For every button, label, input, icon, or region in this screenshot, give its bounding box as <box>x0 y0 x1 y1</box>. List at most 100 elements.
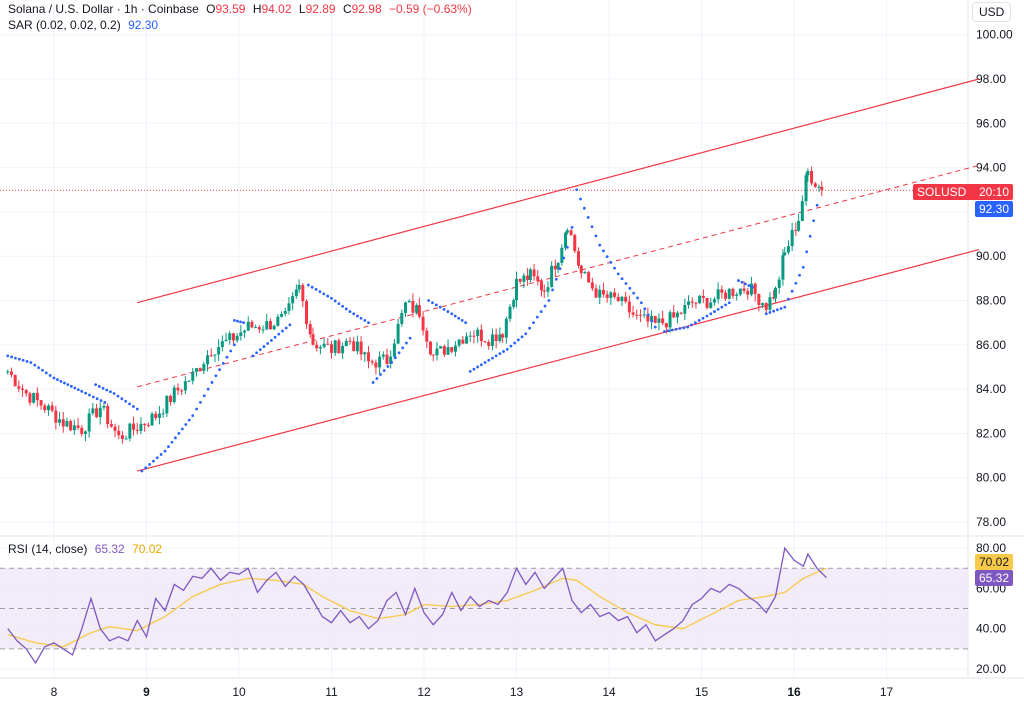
candle-body <box>308 324 312 335</box>
sar-dot <box>91 395 95 399</box>
candle-body <box>146 424 150 426</box>
candle <box>576 247 580 269</box>
sar-dot <box>535 315 539 319</box>
candle-body <box>280 313 284 317</box>
sar-dot <box>487 358 491 362</box>
sar-dot <box>218 368 221 372</box>
candle-body <box>180 390 184 392</box>
symbol-title[interactable]: Solana / U.S. Dollar · 1h · Coinbase <box>8 2 199 16</box>
candle <box>539 278 543 297</box>
candle <box>804 172 808 206</box>
sar-dot <box>281 329 284 333</box>
sar-dot <box>737 279 740 282</box>
candle <box>417 297 421 319</box>
candle <box>800 195 804 222</box>
candle <box>616 293 620 302</box>
candle-body <box>187 380 191 382</box>
candle-body <box>276 316 280 326</box>
sar-dot <box>206 387 210 391</box>
candle <box>601 282 605 298</box>
high-value: 94.02 <box>261 2 292 16</box>
sar-dot <box>539 310 543 313</box>
candle-body <box>217 347 221 355</box>
candle-body <box>124 438 128 440</box>
candle-body <box>265 321 269 330</box>
candle <box>396 318 400 345</box>
candle-body <box>439 346 443 349</box>
candle-body <box>355 341 359 352</box>
candle-body <box>13 374 17 387</box>
candle-body <box>287 303 291 311</box>
candle <box>716 282 720 304</box>
sar-dot <box>516 338 520 342</box>
sar-dot <box>352 312 356 316</box>
candle-body <box>411 300 415 313</box>
sar-dot <box>367 321 370 325</box>
candle-body <box>209 355 213 357</box>
sar-dot <box>397 351 401 355</box>
candle-body <box>709 302 713 308</box>
candle <box>150 411 154 426</box>
sar-dot <box>616 272 620 276</box>
candle <box>17 380 21 393</box>
candle-body <box>172 387 176 403</box>
candle <box>367 346 370 369</box>
candle-body <box>91 408 95 414</box>
candle-body <box>301 285 305 302</box>
sar-dot <box>174 436 177 440</box>
candle <box>450 346 454 354</box>
sar-dot <box>551 288 554 292</box>
candle <box>341 342 345 359</box>
candle <box>28 391 32 406</box>
candle-body <box>594 288 598 298</box>
candle-body <box>668 312 672 328</box>
candle-body <box>39 400 43 406</box>
candle-body <box>487 342 491 346</box>
candle-body <box>341 346 345 354</box>
candle-body <box>797 220 801 231</box>
candle <box>254 324 258 329</box>
rsi-ma-line <box>7 567 827 648</box>
candle <box>638 309 642 323</box>
candle <box>735 292 739 301</box>
sar-dot <box>170 440 174 444</box>
sar-dot <box>109 390 112 394</box>
currency-button[interactable]: USD <box>972 2 1012 22</box>
sar-dot <box>116 394 120 398</box>
sar-dot <box>562 256 566 260</box>
candle-body <box>169 395 173 403</box>
candle-body <box>359 341 363 355</box>
sar-dot <box>579 197 582 201</box>
sar-dot <box>674 327 678 331</box>
sar-label[interactable]: SAR (0.02, 0.02, 0.2) <box>8 18 121 32</box>
candle <box>231 332 235 346</box>
candle-body <box>650 315 654 322</box>
channel-lower-line <box>137 248 980 472</box>
sar-tag-label: 92.30 <box>979 202 1010 216</box>
sar-dot <box>112 392 116 395</box>
candle-body <box>272 325 276 330</box>
candle-body <box>483 341 487 343</box>
candle-body <box>590 282 594 289</box>
candle-body <box>21 388 25 390</box>
candle <box>546 281 550 297</box>
time-tick-label: 13 <box>510 685 524 699</box>
sar-dot <box>532 321 535 325</box>
symbol-tag-label: SOLUSD <box>917 185 967 199</box>
sar-dot <box>140 469 144 473</box>
candle-body <box>738 288 742 295</box>
sar-dot <box>242 321 246 325</box>
candle-body <box>687 301 691 306</box>
candle-body <box>546 287 550 292</box>
candle-body <box>512 300 516 307</box>
candle <box>297 279 301 294</box>
candle <box>553 259 557 277</box>
candle <box>98 402 102 425</box>
price-tick-label: 78.00 <box>976 515 1006 529</box>
rsi-label[interactable]: RSI (14, close) <box>8 542 88 556</box>
chart-header: Solana / U.S. Dollar · 1h · Coinbase O93… <box>8 2 476 16</box>
candle-body <box>631 312 635 315</box>
sar-dot <box>386 365 390 368</box>
channel-mid-line <box>137 164 980 388</box>
